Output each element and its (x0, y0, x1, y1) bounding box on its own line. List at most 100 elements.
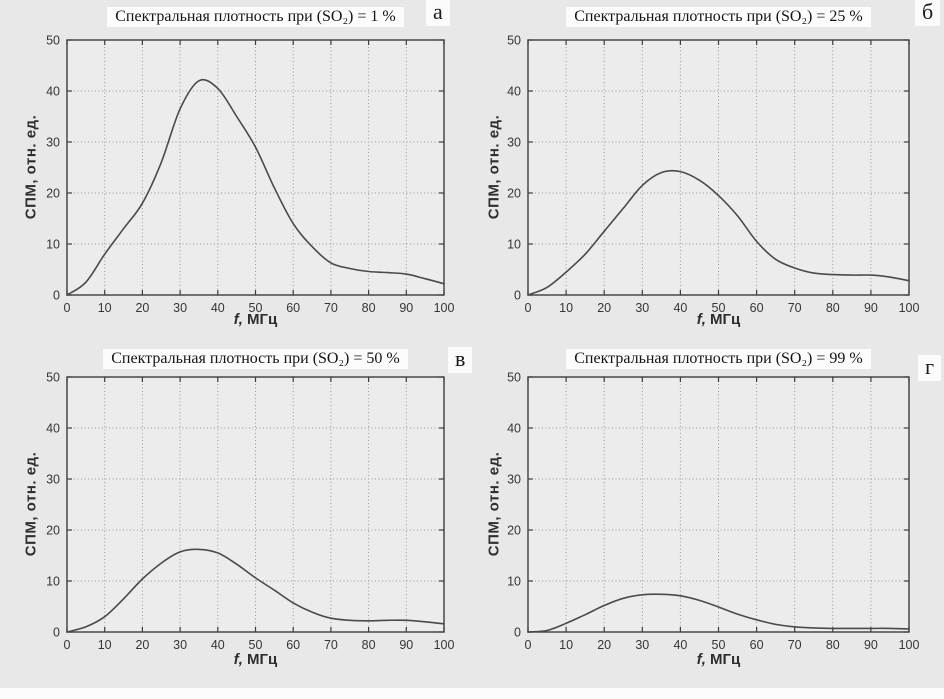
y-tick-label: 10 (507, 238, 521, 252)
x-tick-label: 90 (399, 301, 413, 315)
y-tick-label: 20 (507, 187, 521, 201)
x-axis-label-v: f, МГц (233, 651, 278, 668)
y-axis-label-g: СПМ, отн. ед. (485, 451, 503, 557)
x-tick-label: 90 (864, 301, 878, 315)
chart-title-v: Спектральная плотность при (SO₂) = 50 % (67, 349, 444, 369)
x-tick-label: 0 (525, 301, 532, 315)
chart-title-g: Спектральная плотность при (SO₂) = 99 % (528, 349, 909, 369)
y-tick-label: 50 (46, 34, 60, 48)
x-tick-label: 70 (788, 638, 802, 652)
y-tick-label: 20 (507, 524, 521, 538)
chart-title-text-g: Спектральная плотность при (SO₂) = 99 % (566, 349, 871, 369)
y-tick-label: 10 (46, 575, 60, 589)
scan-margin-strip (0, 688, 944, 699)
x-tick-label: 30 (173, 301, 187, 315)
chart-title-text-b: Спектральная плотность при (SO₂) = 25 % (566, 7, 871, 27)
x-tick-label: 10 (98, 638, 112, 652)
x-tick-label: 100 (434, 638, 455, 652)
x-tick-label: 60 (286, 638, 300, 652)
x-tick-label: 60 (286, 301, 300, 315)
y-tick-label: 30 (46, 473, 60, 487)
x-tick-label: 70 (324, 301, 338, 315)
y-tick-label: 20 (46, 187, 60, 201)
plot-g: 0 10 20 30 40 50 60 70 80 90 100 0 10 20 30 40 50 (507, 371, 920, 653)
y-axis-label-b: СПМ, отн. ед. (485, 114, 503, 220)
y-tick-label: 0 (514, 626, 521, 640)
panel-letter-a: а (426, 0, 450, 26)
x-tick-label: 100 (434, 301, 455, 315)
y-axis-label-a: СПМ, отн. ед. (22, 114, 40, 220)
x-tick-label: 60 (750, 301, 764, 315)
x-tick-label: 40 (673, 301, 687, 315)
chart-title-text-v: Спектральная плотность при (SO₂) = 50 % (103, 349, 408, 369)
spectral-curve (66, 548, 445, 633)
y-tick-label: 20 (46, 524, 60, 538)
x-tick-label: 10 (98, 301, 112, 315)
plot-background (67, 377, 444, 632)
y-tick-label: 30 (507, 473, 521, 487)
chart-title-text-a: Спектральная плотность при (SO₂) = 1 % (107, 7, 404, 27)
x-tick-label: 70 (324, 638, 338, 652)
x-tick-label: 20 (135, 301, 149, 315)
x-axis-label-b: f, МГц (696, 311, 741, 328)
y-tick-label: 10 (507, 575, 521, 589)
x-tick-label: 30 (635, 301, 649, 315)
x-tick-label: 30 (635, 638, 649, 652)
x-tick-label: 80 (826, 638, 840, 652)
panel-v: 0 10 20 30 40 50 60 70 80 90 100 0 10 20 30 40 50 Спектр… (0, 337, 473, 682)
x-tick-label: 20 (135, 638, 149, 652)
x-tick-label: 10 (559, 301, 573, 315)
plot-b: 0 10 20 30 40 50 60 70 80 90 100 0 10 20 30 40 50 (507, 34, 920, 316)
x-tick-label: 50 (712, 301, 726, 315)
x-tick-label: 90 (399, 638, 413, 652)
x-tick-label: 40 (211, 638, 225, 652)
spectral-curve (527, 593, 910, 633)
y-tick-label: 10 (46, 238, 60, 252)
y-tick-label: 50 (507, 34, 521, 48)
y-tick-label: 0 (53, 289, 60, 303)
y-tick-label: 50 (507, 371, 521, 385)
x-tick-label: 50 (249, 638, 263, 652)
panel-letter-v: в (448, 347, 473, 373)
y-tick-label: 30 (507, 136, 521, 150)
y-tick-label: 40 (507, 422, 521, 436)
plot-background (528, 377, 909, 632)
x-tick-label: 20 (597, 638, 611, 652)
x-tick-label: 90 (864, 638, 878, 652)
x-tick-label: 0 (64, 301, 71, 315)
x-tick-label: 100 (899, 638, 920, 652)
y-tick-label: 40 (46, 85, 60, 99)
x-tick-label: 0 (64, 638, 71, 652)
plot-background (528, 40, 909, 295)
x-axis-label-g: f, МГц (696, 651, 741, 668)
x-tick-label: 100 (899, 301, 920, 315)
plot-background (67, 40, 444, 295)
chart-title-b: Спектральная плотность при (SO₂) = 25 % (528, 7, 909, 27)
chart-title-a: Спектральная плотность при (SO₂) = 1 % (67, 7, 444, 27)
x-tick-label: 80 (826, 301, 840, 315)
plot-v: 0 10 20 30 40 50 60 70 80 90 100 0 10 20 30 40 50 (46, 371, 455, 653)
y-tick-label: 40 (46, 422, 60, 436)
x-tick-label: 60 (750, 638, 764, 652)
x-tick-label: 30 (173, 638, 187, 652)
x-axis-label-a: f, МГц (233, 311, 278, 328)
y-tick-label: 40 (507, 85, 521, 99)
x-tick-label: 0 (525, 638, 532, 652)
y-axis-label-v: СПМ, отн. ед. (22, 451, 40, 557)
x-tick-label: 40 (211, 301, 225, 315)
panel-letter-g: г (918, 355, 942, 381)
panel-letter-b: б (915, 0, 941, 26)
x-tick-label: 40 (673, 638, 687, 652)
x-tick-label: 50 (712, 638, 726, 652)
panel-a: 0 10 20 30 40 50 60 70 80 90 100 0 10 20 30 40 50 Спектр… (0, 0, 472, 345)
x-tick-label: 20 (597, 301, 611, 315)
x-tick-label: 70 (788, 301, 802, 315)
x-tick-label: 80 (362, 638, 376, 652)
panel-g: 0 10 20 30 40 50 60 70 80 90 100 0 10 20 30 40 50 Спектр… (472, 337, 944, 682)
x-tick-label: 50 (249, 301, 263, 315)
panel-b: 0 10 20 30 40 50 60 70 80 90 100 0 10 20 30 40 50 Спектр… (472, 0, 944, 345)
y-tick-label: 0 (514, 289, 521, 303)
y-tick-label: 30 (46, 136, 60, 150)
spectral-curve (527, 169, 910, 296)
